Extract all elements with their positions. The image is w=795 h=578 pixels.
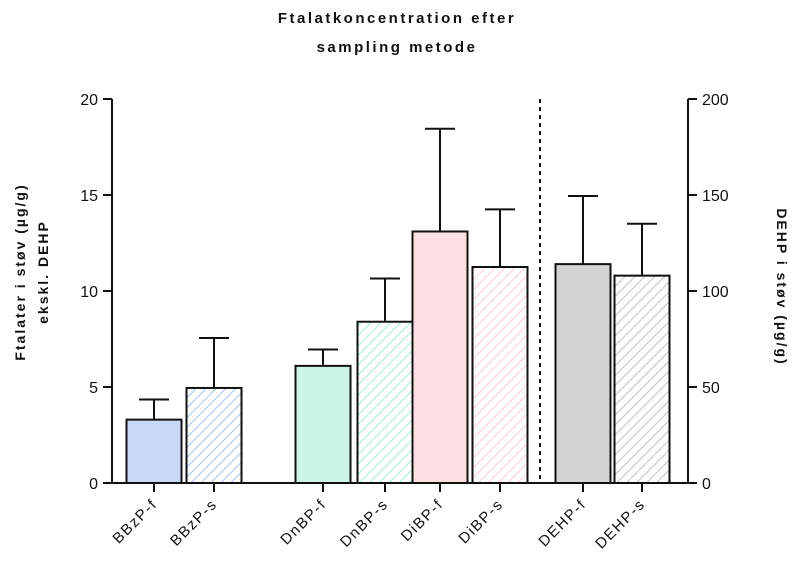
left-tick-label: 5 xyxy=(89,380,98,397)
x-tick-label: DnBP-f xyxy=(277,496,330,549)
left-axis-label-line-1: Ftalater i støv (µg/g) xyxy=(12,183,28,360)
x-tick-label: DnBP-s xyxy=(337,496,392,551)
right-tick-label: 200 xyxy=(702,92,729,109)
x-ticks: BBzP-f BBzP-s DnBP-f DnBP-s DiBP-f DiBP-s DEHP… xyxy=(109,483,649,553)
left-ticks: 0 5 10 15 20 xyxy=(80,92,112,493)
bar-dehp-s xyxy=(613,274,671,485)
x-tick-label: BBzP-f xyxy=(109,496,160,547)
right-tick-label: 50 xyxy=(702,380,720,397)
right-tick-label: 100 xyxy=(702,284,729,301)
bar-dnbp-f xyxy=(294,364,352,485)
right-axis-label: DEHP i støv (µg/g) xyxy=(774,208,790,365)
left-tick-label: 15 xyxy=(80,188,98,205)
bar-bbzp-s xyxy=(185,386,243,484)
right-tick-label: 0 xyxy=(702,476,711,493)
bar-dibp-s xyxy=(471,266,529,484)
left-tick-label: 0 xyxy=(89,476,98,493)
error-bars xyxy=(139,127,657,420)
bars xyxy=(125,230,671,485)
left-axis-label-line-2: ekskl. DEHP xyxy=(35,220,51,324)
x-tick-label: BBzP-s xyxy=(167,496,221,550)
x-tick-label: DEHP-s xyxy=(592,496,649,553)
bar-dnbp-s xyxy=(356,320,414,484)
bar-dibp-f xyxy=(411,230,469,484)
right-tick-label: 150 xyxy=(702,188,729,205)
chart-title-line-1: Ftalatkoncentration efter xyxy=(278,10,516,27)
x-tick-label: DEHP-f xyxy=(535,496,589,550)
chart-title-line-2: sampling metode xyxy=(317,39,478,56)
left-tick-label: 10 xyxy=(80,284,98,301)
bar-bbzp-f xyxy=(125,418,183,485)
bar-dehp-f xyxy=(554,263,612,484)
right-ticks: 0 50 100 150 200 xyxy=(688,92,729,493)
x-tick-label: DiBP-s xyxy=(455,496,506,547)
x-tick-label: DiBP-f xyxy=(398,496,447,545)
left-tick-label: 20 xyxy=(80,92,98,109)
